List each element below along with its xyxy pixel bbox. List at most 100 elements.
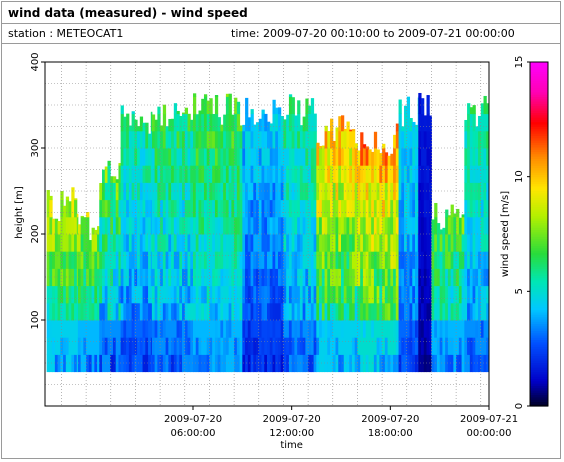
heatmap-cell xyxy=(299,320,304,338)
colorbar-swatch xyxy=(530,337,548,341)
heatmap-cell xyxy=(162,165,167,183)
heatmap-cell xyxy=(239,182,243,201)
heatmap-cell xyxy=(376,251,380,269)
heatmap-cell xyxy=(472,199,476,218)
heatmap-cell xyxy=(107,251,111,269)
heatmap-cell xyxy=(223,285,227,304)
colorbar-swatch xyxy=(530,217,548,221)
heatmap-cell xyxy=(176,110,180,115)
heatmap-cell xyxy=(269,130,273,149)
heatmap-cell xyxy=(379,268,383,287)
heatmap-cell xyxy=(250,251,254,269)
heatmap-cell xyxy=(421,268,425,287)
heatmap-cell xyxy=(120,216,124,235)
heatmap-cell xyxy=(128,285,133,304)
heatmap-cell xyxy=(412,148,416,166)
heatmap-cell xyxy=(483,216,487,235)
heatmap-cell xyxy=(283,320,287,338)
heatmap-cell xyxy=(54,354,59,373)
heatmap-cell xyxy=(128,354,133,373)
heatmap-cell xyxy=(299,216,304,235)
heatmap-cell xyxy=(280,251,284,269)
heatmap-cell xyxy=(390,182,394,201)
heatmap-cell xyxy=(354,302,358,321)
heatmap-cell xyxy=(68,201,72,218)
heatmap-cell xyxy=(217,302,221,321)
heatmap-cell xyxy=(346,320,350,338)
heatmap-cell xyxy=(357,302,361,321)
heatmap-cell xyxy=(390,216,394,235)
heatmap-cell xyxy=(88,302,93,321)
heatmap-cell xyxy=(371,320,375,338)
heatmap-cell xyxy=(201,302,205,321)
heatmap-cell xyxy=(458,320,463,338)
heatmap-cell xyxy=(464,320,468,338)
heatmap-cell xyxy=(195,216,199,235)
heatmap-cell xyxy=(179,165,183,183)
heatmap-cell xyxy=(264,320,268,338)
heatmap-cell xyxy=(324,320,328,338)
heatmap-cell xyxy=(412,354,416,373)
heatmap-cell xyxy=(168,182,172,201)
heatmap-cell xyxy=(123,354,127,373)
heatmap-cell xyxy=(134,119,138,132)
heatmap-cell xyxy=(77,354,82,373)
heatmap-cell xyxy=(102,320,106,338)
heatmap-cell xyxy=(86,320,90,338)
heatmap-cell xyxy=(258,268,263,287)
heatmap-cell xyxy=(398,320,402,338)
heatmap-cell xyxy=(242,165,246,183)
heatmap-cell xyxy=(148,251,152,269)
heatmap-cell xyxy=(267,216,271,235)
heatmap-cell xyxy=(393,148,397,166)
heatmap-cell xyxy=(299,234,304,252)
heatmap-cell xyxy=(65,285,70,304)
colorbar-swatch xyxy=(530,401,548,405)
heatmap-cell xyxy=(382,337,386,355)
heatmap-cell xyxy=(338,116,342,132)
colorbar-swatch xyxy=(530,64,548,68)
heatmap-cell xyxy=(245,130,249,149)
heatmap-cell xyxy=(209,251,213,269)
heatmap-cell xyxy=(134,216,138,235)
heatmap-cell xyxy=(450,251,454,269)
heatmap-cell xyxy=(354,148,358,166)
heatmap-cell xyxy=(343,148,347,166)
x-tick-label-time: 12:00:00 xyxy=(269,428,314,439)
heatmap-cell xyxy=(409,130,413,149)
heatmap-cell xyxy=(247,117,252,132)
heatmap-cell xyxy=(168,285,172,304)
heatmap-cell xyxy=(57,354,61,373)
heatmap-cell xyxy=(228,93,232,97)
heatmap-cell xyxy=(123,199,127,218)
heatmap-cell xyxy=(173,148,178,166)
heatmap-cell xyxy=(160,320,164,338)
heatmap-cell xyxy=(110,176,114,183)
heatmap-cell xyxy=(384,152,389,166)
heatmap-cell xyxy=(294,115,298,132)
heatmap-cell xyxy=(60,320,64,338)
heatmap-cell xyxy=(123,216,127,235)
heatmap-cell xyxy=(480,268,485,287)
heatmap-cell xyxy=(324,268,328,287)
heatmap-cell xyxy=(107,165,111,183)
heatmap-cell xyxy=(324,337,328,355)
heatmap-cell xyxy=(261,148,265,166)
heatmap-cell xyxy=(453,337,457,355)
heatmap-cell xyxy=(206,165,210,183)
heatmap-cell xyxy=(286,216,290,235)
heatmap-cell xyxy=(102,354,106,373)
heatmap-cell xyxy=(201,182,205,201)
heatmap-cell xyxy=(409,320,413,338)
heatmap-cell xyxy=(217,165,221,183)
heatmap-cell xyxy=(445,209,449,218)
colorbar-swatch xyxy=(530,309,548,313)
heatmap-cell xyxy=(176,148,180,166)
heatmap-cell xyxy=(137,126,141,132)
heatmap-cell xyxy=(184,148,189,166)
colorbar-swatch xyxy=(530,369,548,373)
heatmap-cell xyxy=(225,182,230,201)
heatmap-cell xyxy=(305,251,309,269)
heatmap-cell xyxy=(362,302,367,321)
heatmap-cell xyxy=(228,199,232,218)
